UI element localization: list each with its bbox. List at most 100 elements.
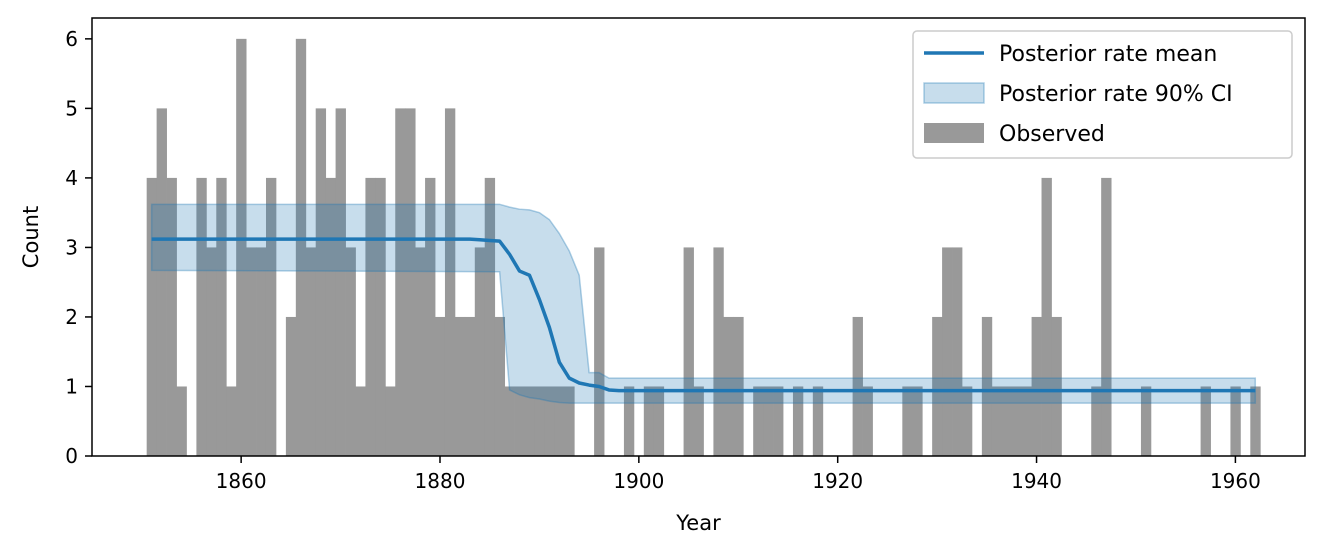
observed-bar <box>315 108 327 456</box>
observed-bar <box>435 316 446 456</box>
observed-bar <box>852 316 863 456</box>
observed-bar <box>961 386 973 456</box>
x-tick-label: 1880 <box>415 469 466 493</box>
observed-bar <box>325 177 336 456</box>
observed-bar <box>1031 316 1042 456</box>
observed-bar <box>176 386 187 456</box>
x-tick-label: 1900 <box>613 469 664 493</box>
observed-bar <box>385 386 396 456</box>
observed-bar <box>146 177 158 456</box>
y-tick-label: 6 <box>65 27 78 51</box>
observed-bar <box>693 386 704 456</box>
observed-bar <box>1051 316 1062 456</box>
ci-band-group <box>150 203 1257 404</box>
legend-ci-swatch <box>923 82 985 104</box>
observed-bar <box>1041 177 1052 456</box>
legend-mean-label: Posterior rate mean <box>999 42 1217 67</box>
observed-bar <box>514 386 525 456</box>
x-axis: 1860 1880 1900 1920 1940 1960 <box>216 456 1261 493</box>
observed-bar <box>1250 386 1261 456</box>
observed-bar <box>504 386 515 456</box>
observed-bar <box>335 108 346 456</box>
observed-bar <box>355 386 366 456</box>
y-tick-label: 3 <box>65 235 78 259</box>
observed-bar <box>912 386 923 456</box>
observed-bar <box>763 386 774 456</box>
observed-bar <box>474 247 486 456</box>
observed-bar <box>1200 386 1211 456</box>
mean-line <box>151 237 1256 393</box>
observed-bar <box>594 247 605 456</box>
legend-ci-label: Posterior rate 90% CI <box>999 82 1233 107</box>
observed-bar <box>1140 386 1152 456</box>
observed-bar <box>733 316 744 456</box>
observed-bar <box>653 386 665 456</box>
y-tick-label: 4 <box>65 166 78 190</box>
observed-bar <box>415 247 426 456</box>
observed-bar <box>902 386 913 456</box>
observed-bar <box>862 386 873 456</box>
observed-bar <box>792 386 804 456</box>
observed-bar <box>216 177 227 456</box>
observed-bar <box>265 177 277 456</box>
plot-frame <box>91 17 1306 457</box>
x-tick-label: 1960 <box>1210 469 1261 493</box>
legend-box <box>912 30 1293 159</box>
observed-bars <box>146 38 1261 456</box>
legend: Posterior rate mean Posterior rate 90% C… <box>912 30 1293 159</box>
observed-bar <box>285 316 297 456</box>
mean-line-group <box>151 237 1256 393</box>
observed-bar <box>723 316 734 456</box>
observed-bar <box>1101 177 1112 456</box>
observed-bar <box>345 247 356 456</box>
observed-bar <box>196 177 207 456</box>
y-tick-label: 0 <box>65 444 78 468</box>
observed-bar <box>643 386 655 456</box>
observed-bar <box>991 386 1003 456</box>
observed-bar <box>484 177 496 456</box>
observed-bar <box>1230 386 1241 456</box>
x-tick-label: 1860 <box>216 469 267 493</box>
observed-bar <box>494 316 506 456</box>
y-axis-label: Count <box>19 206 43 268</box>
observed-bar <box>524 386 535 456</box>
y-axis: 0 1 2 3 4 5 6 <box>65 27 92 468</box>
observed-bar <box>236 38 247 456</box>
observed-bar <box>1001 386 1013 456</box>
observed-bar <box>1091 386 1102 456</box>
legend-observed-label: Observed <box>999 122 1105 147</box>
legend-observed-swatch <box>924 123 984 143</box>
observed-bar <box>464 316 476 456</box>
observed-bar <box>166 177 177 456</box>
observed-bar <box>981 316 993 456</box>
observed-bar <box>623 386 635 456</box>
observed-bar <box>544 386 555 456</box>
observed-bar <box>156 108 167 456</box>
observed-bar <box>942 247 953 456</box>
observed-bar <box>405 108 416 456</box>
y-tick-label: 5 <box>65 96 78 120</box>
y-tick-label: 2 <box>65 305 78 329</box>
observed-bar <box>295 38 307 456</box>
observed-bar <box>932 316 943 456</box>
observed-bar <box>564 386 575 456</box>
observed-bar <box>246 247 257 456</box>
observed-bar <box>365 177 376 456</box>
observed-bar <box>305 247 317 456</box>
observed-bar <box>206 247 217 456</box>
x-axis-label: Year <box>675 511 721 535</box>
x-tick-label: 1940 <box>1011 469 1062 493</box>
observed-bar <box>425 177 436 456</box>
observed-bar <box>952 247 963 456</box>
y-tick-label: 1 <box>65 374 78 398</box>
observed-bar <box>753 386 764 456</box>
observed-bar <box>773 386 784 456</box>
observed-bar <box>256 247 267 456</box>
observed-bar <box>554 386 565 456</box>
observed-bar <box>454 316 466 456</box>
ci-band <box>150 203 1257 404</box>
observed-bar <box>395 108 406 456</box>
observed-bar <box>812 386 824 456</box>
observed-bar <box>444 108 456 456</box>
